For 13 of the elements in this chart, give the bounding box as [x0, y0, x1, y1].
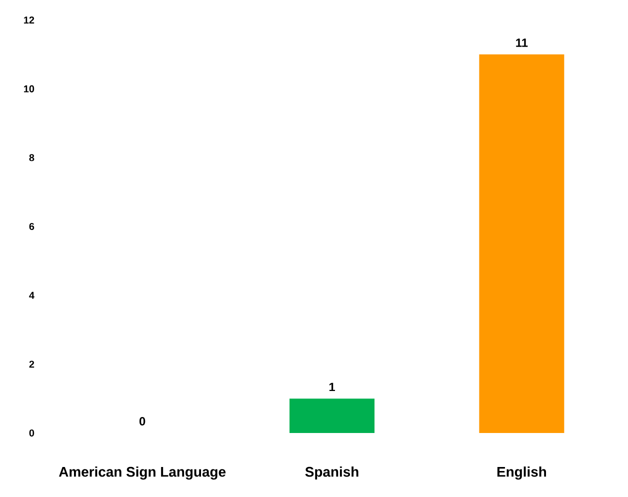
x-tick-label: English	[497, 466, 546, 480]
y-tick-label: 6	[29, 222, 34, 230]
y-tick-label: 8	[29, 154, 34, 162]
x-tick-label: American Sign Language	[58, 466, 226, 480]
y-tick-label: 2	[29, 360, 34, 368]
x-tick-label: Spanish	[305, 466, 358, 480]
data-label: 0	[139, 417, 146, 426]
y-tick-label: 4	[29, 292, 34, 299]
y-tick-label: 12	[24, 16, 34, 24]
y-tick-label: 10	[24, 85, 34, 92]
data-label: 11	[516, 38, 528, 47]
data-label: 1	[329, 382, 335, 392]
y-tick-label: 0	[29, 429, 34, 437]
